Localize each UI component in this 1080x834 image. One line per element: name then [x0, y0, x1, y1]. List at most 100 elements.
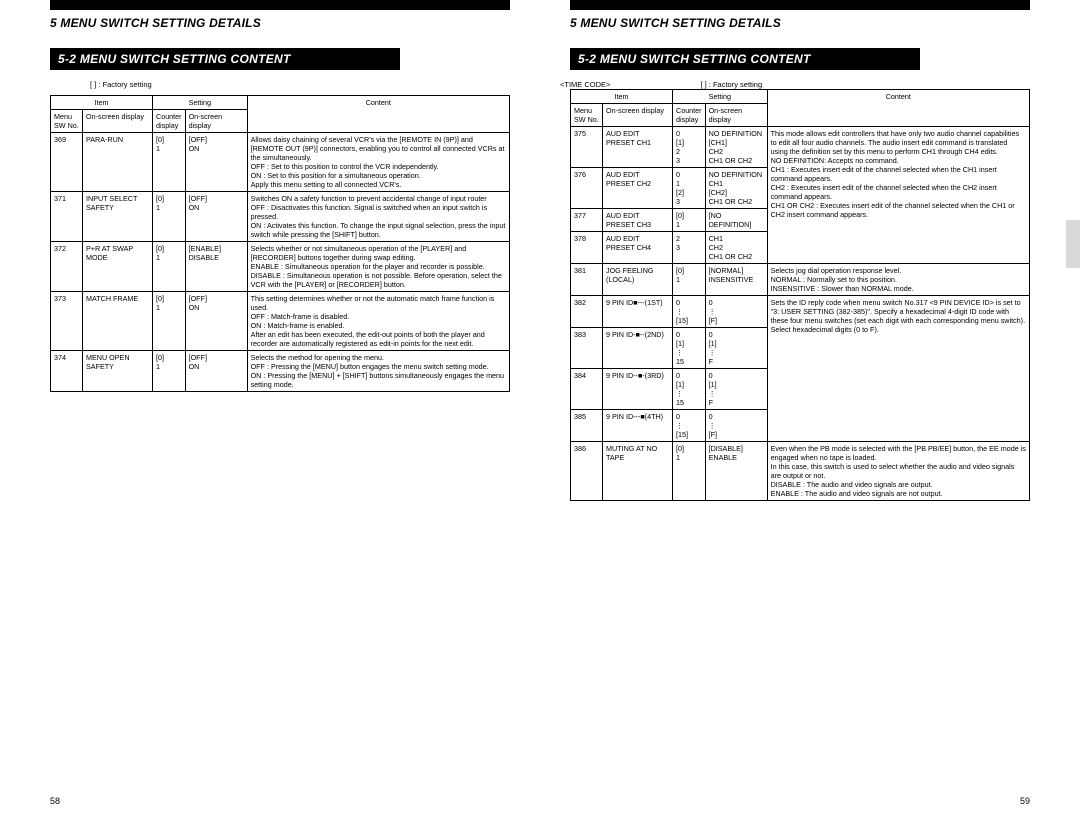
table-cell: 369 — [51, 133, 83, 192]
table-row: 373MATCH FRAME[0] 1[OFF] ONThis setting … — [51, 292, 510, 351]
table-cell: 386 — [571, 442, 603, 501]
table-cell: [0] 1 — [153, 242, 186, 292]
table-cell: Sets the ID reply code when menu switch … — [767, 296, 1029, 442]
table-cell: [ENABLE] DISABLE — [185, 242, 247, 292]
factory-setting-note: [ ] : Factory setting — [90, 80, 510, 89]
table-cell: MUTING AT NO TAPE — [603, 442, 673, 501]
col-header: Item — [51, 96, 153, 110]
chapter-title: 5 MENU SWITCH SETTING DETAILS — [50, 16, 510, 30]
table-cell: 0 [1] 2 3 — [673, 127, 706, 168]
settings-table-right: Item Setting Content Menu SW No. On-scre… — [570, 89, 1030, 501]
section-tab — [1066, 220, 1080, 268]
table-row: 371INPUT SELECT SAFETY[0] 1[OFF] ONSwitc… — [51, 192, 510, 242]
table-cell: 9 PIN ID■---(1ST) — [603, 296, 673, 328]
table-cell: 0 ⋮ [F] — [705, 296, 767, 328]
col-header: Menu SW No. — [51, 110, 83, 133]
col-header: Menu SW No. — [571, 104, 603, 127]
table-cell: 385 — [571, 410, 603, 442]
table-cell: 0 [1] ⋮ F — [705, 369, 767, 410]
col-header: On-screen display — [83, 110, 153, 133]
page-number: 59 — [1020, 796, 1030, 806]
table-cell: 375 — [571, 127, 603, 168]
table-cell: MENU OPEN SAFETY — [83, 351, 153, 392]
table-cell: [0] 1 — [153, 192, 186, 242]
col-header: Item — [571, 90, 673, 104]
table-cell: INPUT SELECT SAFETY — [83, 192, 153, 242]
table-cell: [DISABLE] ENABLE — [705, 442, 767, 501]
table-cell: P+R AT SWAP MODE — [83, 242, 153, 292]
table-cell: 0 1 [2] 3 — [673, 168, 706, 209]
settings-table-left: Item Setting Content Menu SW No. On-scre… — [50, 95, 510, 392]
table-cell: NO DEFINITION [CH1] CH2 CH1 OR CH2 — [705, 127, 767, 168]
col-header: Content — [767, 90, 1029, 127]
table-cell: AUD EDIT PRESET CH2 — [603, 168, 673, 209]
table-cell: 382 — [571, 296, 603, 328]
col-header: Content — [247, 96, 509, 133]
timecode-label: <TIME CODE> — [560, 80, 610, 89]
table-cell: 0 [1] ⋮ 15 — [673, 328, 706, 369]
table-cell: 2 3 — [673, 232, 706, 264]
table-cell: Selects jog dial operation response leve… — [767, 264, 1029, 296]
table-cell: 378 — [571, 232, 603, 264]
table-cell: AUD EDIT PRESET CH4 — [603, 232, 673, 264]
table-cell: [0] 1 — [673, 209, 706, 232]
table-cell: 0 ⋮ [F] — [705, 410, 767, 442]
col-header: Setting — [673, 90, 768, 104]
table-row: 369PARA-RUN[0] 1[OFF] ONAllows daisy cha… — [51, 133, 510, 192]
table-cell: AUD EDIT PRESET CH1 — [603, 127, 673, 168]
table-cell: 372 — [51, 242, 83, 292]
table-cell: 9 PIN ID--■-(3RD) — [603, 369, 673, 410]
table-cell: 374 — [51, 351, 83, 392]
col-header: On-screen display — [705, 104, 767, 127]
table-cell: 9 PIN ID-■--(2ND) — [603, 328, 673, 369]
table-cell: [OFF] ON — [185, 133, 247, 192]
page-right: 5 MENU SWITCH SETTING DETAILS 5-2 MENU S… — [540, 0, 1080, 834]
table-cell: PARA-RUN — [83, 133, 153, 192]
table-row: 372P+R AT SWAP MODE[0] 1[ENABLE] DISABLE… — [51, 242, 510, 292]
table-cell: [OFF] ON — [185, 292, 247, 351]
table-row: 3829 PIN ID■---(1ST)0 ⋮ [15]0 ⋮ [F]Sets … — [571, 296, 1030, 328]
table-cell: 381 — [571, 264, 603, 296]
col-header: On-screen display — [185, 110, 247, 133]
table-cell: Selects the method for opening the menu.… — [247, 351, 509, 392]
table-row: 375AUD EDIT PRESET CH10 [1] 2 3NO DEFINI… — [571, 127, 1030, 168]
table-cell: This setting determines whether or not t… — [247, 292, 509, 351]
chapter-title: 5 MENU SWITCH SETTING DETAILS — [570, 16, 1030, 30]
col-header: Counter display — [153, 110, 186, 133]
col-header: On-screen display — [603, 104, 673, 127]
table-row: 381JOG FEELING (LOCAL)[0] 1[NORMAL] INSE… — [571, 264, 1030, 296]
top-rule — [50, 0, 510, 10]
table-cell: [NO DEFINITION] — [705, 209, 767, 232]
section-heading: 5-2 MENU SWITCH SETTING CONTENT — [570, 48, 920, 70]
table-body-left: 369PARA-RUN[0] 1[OFF] ONAllows daisy cha… — [51, 133, 510, 392]
table-cell: JOG FEELING (LOCAL) — [603, 264, 673, 296]
page-left: 5 MENU SWITCH SETTING DETAILS 5-2 MENU S… — [0, 0, 540, 834]
table-cell: Switches ON a safety function to prevent… — [247, 192, 509, 242]
table-cell: 0 ⋮ [15] — [673, 410, 706, 442]
col-header: Setting — [153, 96, 248, 110]
table-cell: CH1 CH2 CH1 OR CH2 — [705, 232, 767, 264]
table-cell: [0] 1 — [673, 264, 706, 296]
table-cell: AUD EDIT PRESET CH3 — [603, 209, 673, 232]
table-cell: [OFF] ON — [185, 192, 247, 242]
table-cell: [0] 1 — [153, 292, 186, 351]
table-cell: 373 — [51, 292, 83, 351]
table-cell: [OFF] ON — [185, 351, 247, 392]
table-cell: 384 — [571, 369, 603, 410]
col-header: Counter display — [673, 104, 706, 127]
table-cell: 0 [1] ⋮ 15 — [673, 369, 706, 410]
table-cell: 0 ⋮ [15] — [673, 296, 706, 328]
table-cell: [NORMAL] INSENSITIVE — [705, 264, 767, 296]
table-row: 386MUTING AT NO TAPE[0] 1[DISABLE] ENABL… — [571, 442, 1030, 501]
table-cell: 383 — [571, 328, 603, 369]
table-body-right: 375AUD EDIT PRESET CH10 [1] 2 3NO DEFINI… — [571, 127, 1030, 501]
table-cell: 376 — [571, 168, 603, 209]
table-cell: This mode allows edit controllers that h… — [767, 127, 1029, 264]
table-cell: Selects whether or not simultaneous oper… — [247, 242, 509, 292]
table-row: 374MENU OPEN SAFETY[0] 1[OFF] ONSelects … — [51, 351, 510, 392]
factory-setting-note: [ ] : Factory setting — [700, 80, 762, 89]
table-cell: [0] 1 — [673, 442, 706, 501]
table-cell: 9 PIN ID---■(4TH) — [603, 410, 673, 442]
table-cell: [0] 1 — [153, 351, 186, 392]
section-heading: 5-2 MENU SWITCH SETTING CONTENT — [50, 48, 400, 70]
